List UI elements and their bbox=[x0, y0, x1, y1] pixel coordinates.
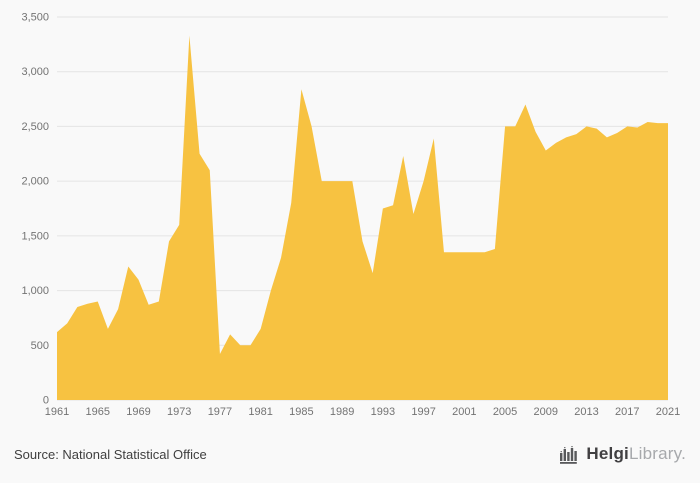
x-tick-label: 1985 bbox=[289, 406, 313, 418]
x-tick-label: 1965 bbox=[85, 406, 109, 418]
helgi-library-logo-icon bbox=[560, 446, 578, 464]
x-tick-label: 1981 bbox=[248, 406, 272, 418]
x-tick-label: 2017 bbox=[615, 406, 639, 418]
chart-canvas: 0 500 1,000 1,500 2,000 2,500 3,000 3,500 1961 19… bbox=[21, 12, 680, 419]
x-tick-label: 2021 bbox=[656, 406, 680, 418]
helgi-library-logo[interactable]: HelgiLibrary. bbox=[558, 443, 686, 465]
x-tick-label: 1977 bbox=[208, 406, 232, 418]
y-tick-label: 3,500 bbox=[21, 12, 49, 24]
x-tick-label: 2009 bbox=[534, 406, 558, 418]
y-tick-label: 500 bbox=[31, 340, 49, 352]
x-tick-label: 1997 bbox=[411, 406, 435, 418]
y-tick-label: 3,000 bbox=[21, 66, 49, 78]
logo-brand-light: Library bbox=[628, 444, 682, 463]
source-label: Source: National Statistical Office bbox=[14, 446, 207, 462]
y-tick-label: 1,500 bbox=[21, 230, 49, 242]
y-tick-label: 0 bbox=[43, 395, 49, 407]
x-tick-label: 2001 bbox=[452, 406, 476, 418]
x-tick-label: 1993 bbox=[371, 406, 395, 418]
x-tick-label: 1961 bbox=[45, 406, 69, 418]
y-tick-label: 2,500 bbox=[21, 121, 49, 133]
y-tick-label: 1,000 bbox=[21, 285, 49, 297]
logo-brand-bold: Helgi bbox=[586, 444, 629, 463]
x-tick-label: 1973 bbox=[167, 406, 191, 418]
x-tick-label: 2013 bbox=[574, 406, 598, 418]
area-chart: 0 500 1,000 1,500 2,000 2,500 3,000 3,500 1961 19… bbox=[21, 12, 680, 419]
area-series bbox=[57, 35, 668, 401]
y-tick-label: 2,000 bbox=[21, 176, 49, 188]
x-tick-label: 1969 bbox=[126, 406, 150, 418]
logo-suffix: . bbox=[681, 444, 686, 463]
x-tick-label: 1989 bbox=[330, 406, 354, 418]
footer: Source: National Statistical Office Helg… bbox=[14, 437, 686, 471]
x-tick-label: 2005 bbox=[493, 406, 517, 418]
helgi-library-logo-text: HelgiLibrary. bbox=[586, 444, 686, 464]
